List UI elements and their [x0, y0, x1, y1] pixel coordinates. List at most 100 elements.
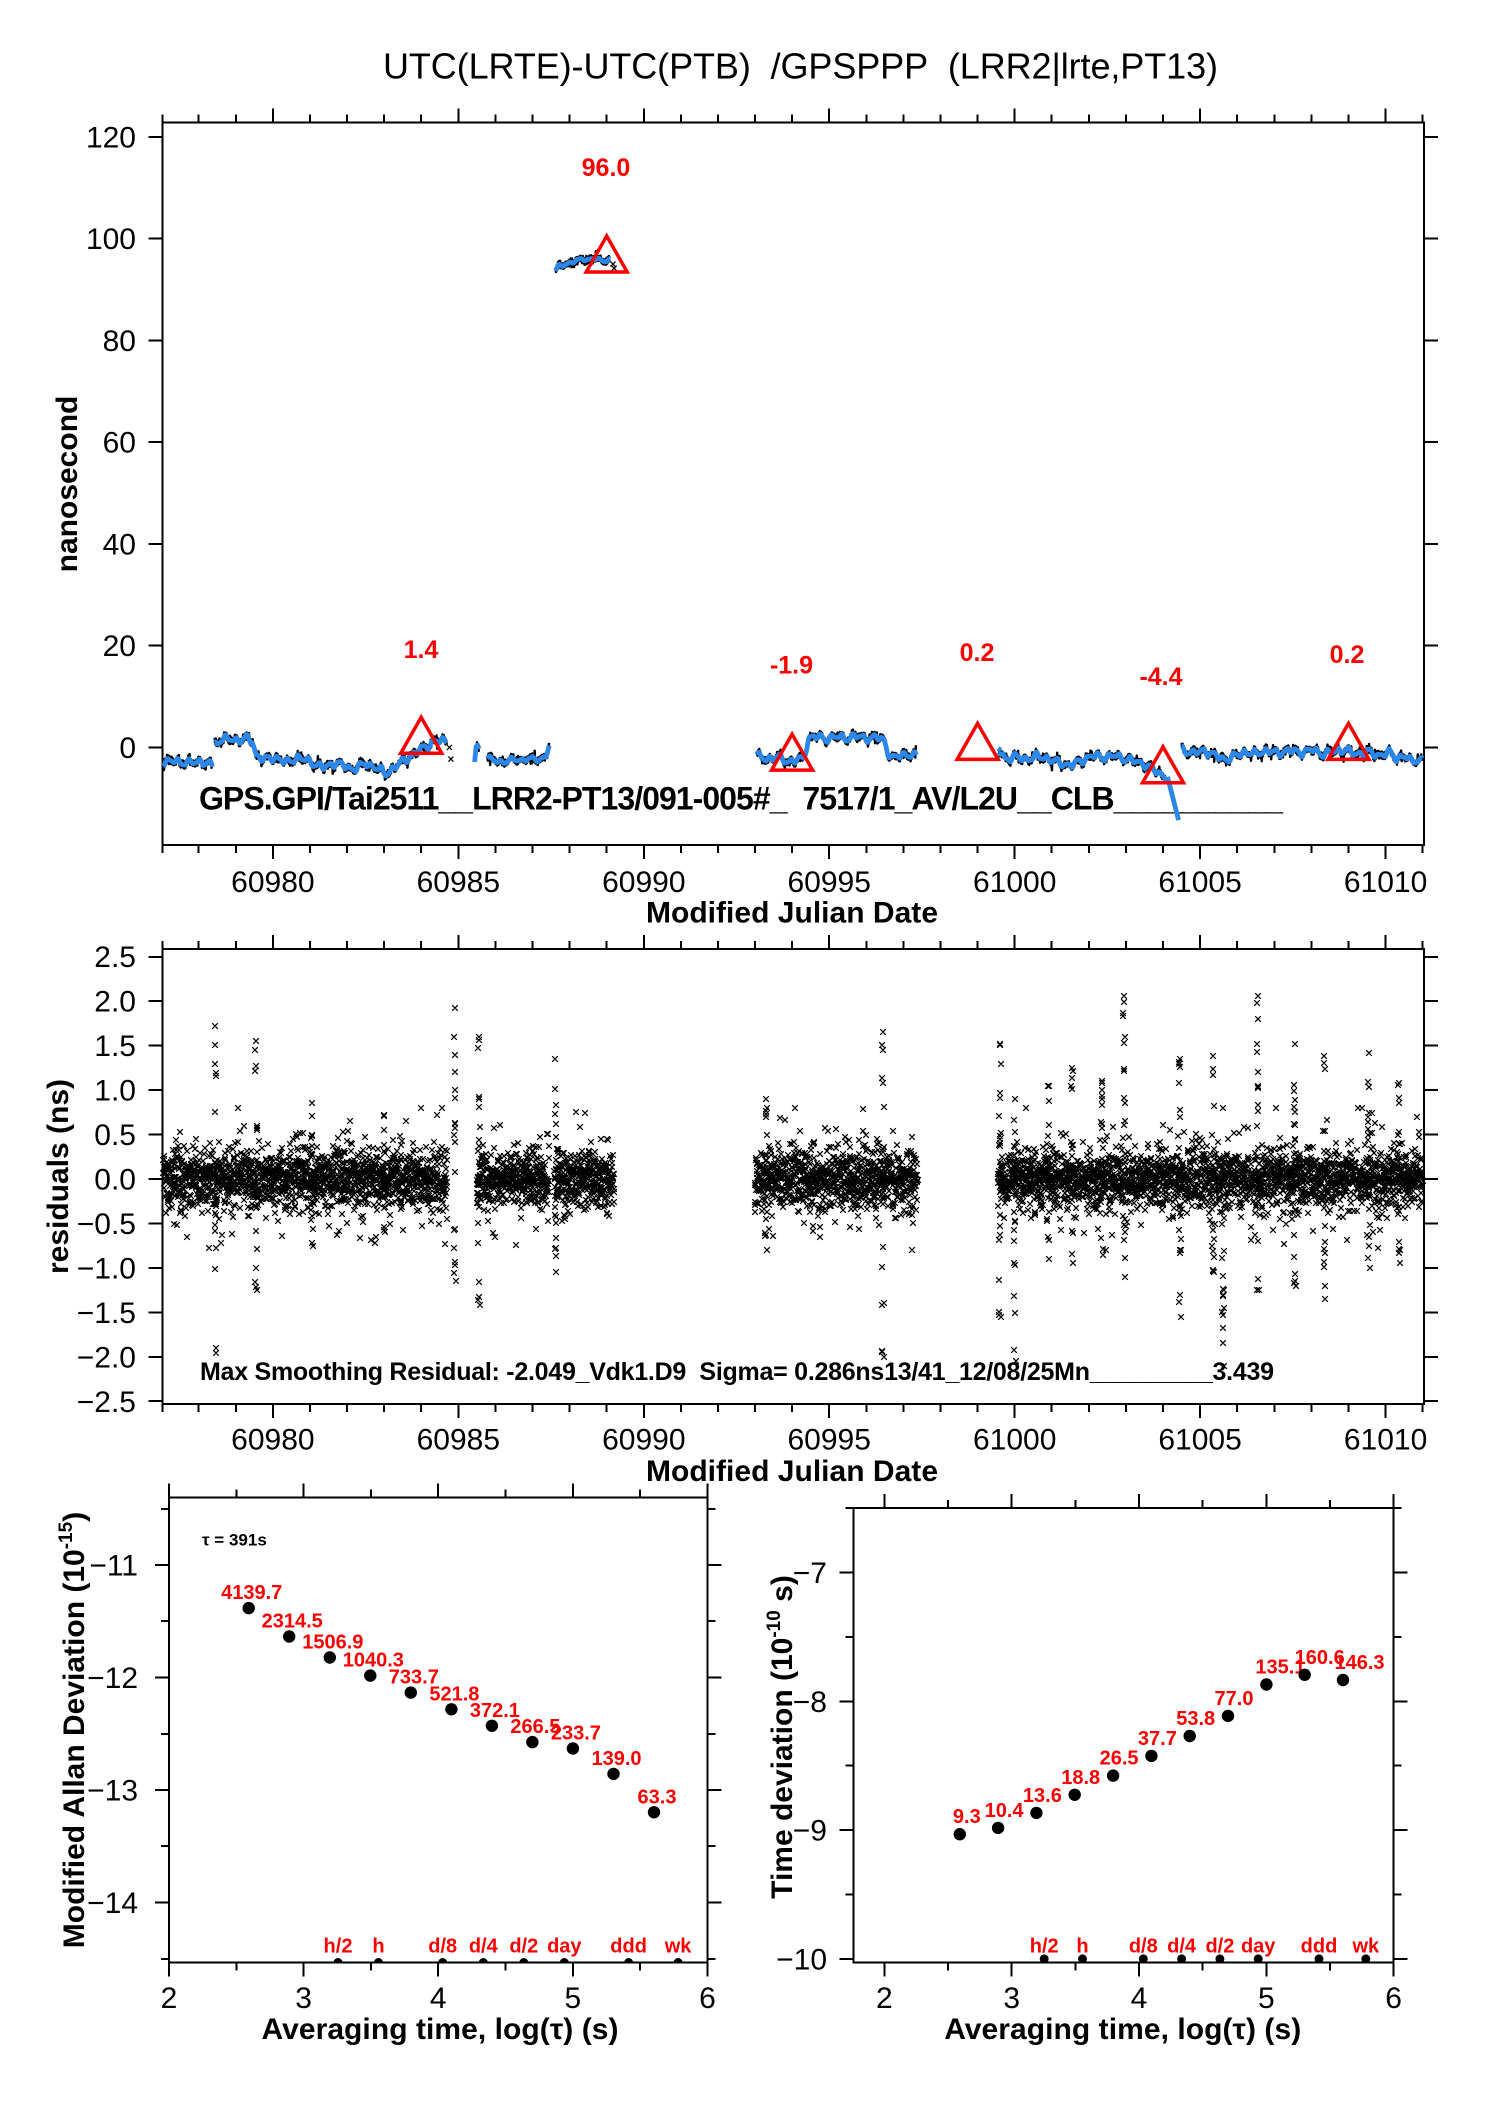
svg-text:40: 40 — [103, 528, 136, 561]
svg-text:ddd: ddd — [610, 1936, 647, 1958]
svg-text:61010: 61010 — [1344, 866, 1427, 899]
svg-text:0.2: 0.2 — [960, 639, 995, 667]
svg-text:h/2: h/2 — [324, 1936, 353, 1958]
svg-text:60995: 60995 — [787, 866, 870, 899]
svg-text:d/8: d/8 — [1129, 1936, 1158, 1958]
svg-text:−1.0: −1.0 — [77, 1252, 136, 1285]
svg-text:wk: wk — [664, 1936, 693, 1958]
svg-text:2: 2 — [161, 1982, 178, 2015]
svg-text:135.1: 135.1 — [1255, 1657, 1305, 1679]
svg-text:2: 2 — [876, 1982, 893, 2015]
svg-text:63.3: 63.3 — [638, 1786, 677, 1808]
svg-text:−9: −9 — [793, 1815, 827, 1848]
svg-text:h: h — [1076, 1936, 1088, 1958]
svg-text:wk: wk — [1351, 1936, 1380, 1958]
svg-text:372.1: 372.1 — [470, 1700, 520, 1722]
svg-text:61005: 61005 — [1158, 866, 1241, 899]
svg-text:18.8: 18.8 — [1061, 1767, 1100, 1789]
svg-text:733.7: 733.7 — [389, 1667, 439, 1689]
svg-text:60980: 60980 — [231, 1424, 314, 1457]
svg-text:−11: −11 — [89, 1550, 138, 1583]
svg-text:Averaging time, log(τ) (s): Averaging time, log(τ) (s) — [262, 2013, 619, 2046]
svg-text:Modified Allan Deviation (10-1: Modified Allan Deviation (10-15) — [56, 1512, 91, 1948]
svg-text:−2.5: −2.5 — [77, 1386, 136, 1419]
svg-text:61010: 61010 — [1344, 1424, 1427, 1457]
svg-text:60: 60 — [103, 427, 136, 460]
svg-text:60990: 60990 — [602, 1424, 685, 1457]
svg-text:UTC(LRTE)-UTC(PTB) /GPSPPP (: UTC(LRTE)-UTC(PTB) /GPSPPP (LRR2|lrte,PT… — [383, 46, 1218, 87]
svg-text:Modified Julian Date: Modified Julian Date — [646, 1455, 938, 1488]
svg-text:6: 6 — [699, 1982, 716, 2015]
svg-text:2314.5: 2314.5 — [262, 1611, 323, 1633]
svg-text:10.4: 10.4 — [985, 1800, 1025, 1822]
svg-text:61005: 61005 — [1158, 1424, 1241, 1457]
svg-text:160.6: 160.6 — [1295, 1647, 1345, 1669]
svg-text:2.0: 2.0 — [94, 986, 136, 1019]
svg-text:26.5: 26.5 — [1100, 1748, 1139, 1770]
svg-text:0.0: 0.0 — [94, 1164, 136, 1197]
svg-text:h/2: h/2 — [1030, 1936, 1059, 1958]
svg-text:residuals (ns): residuals (ns) — [42, 1079, 75, 1274]
svg-text:3: 3 — [295, 1982, 312, 2015]
svg-text:4: 4 — [1131, 1982, 1148, 2015]
svg-text:13.6: 13.6 — [1023, 1785, 1062, 1807]
svg-text:d/2: d/2 — [509, 1936, 538, 1958]
svg-text:τ = 391s: τ = 391s — [202, 1531, 267, 1550]
svg-text:d/4: d/4 — [1167, 1936, 1197, 1958]
svg-text:80: 80 — [103, 325, 136, 358]
svg-text:−2.0: −2.0 — [77, 1341, 136, 1374]
svg-text:1.5: 1.5 — [94, 1030, 136, 1063]
svg-text:4139.7: 4139.7 — [221, 1582, 282, 1604]
svg-text:146.3: 146.3 — [1334, 1652, 1384, 1674]
svg-text:1040.3: 1040.3 — [343, 1650, 404, 1672]
svg-text:−7: −7 — [793, 1557, 827, 1590]
svg-text:d/4: d/4 — [469, 1936, 499, 1958]
svg-text:0.2: 0.2 — [1330, 641, 1365, 669]
svg-text:6: 6 — [1385, 1982, 1402, 2015]
svg-text:Max Smoothing Residual: -2.049: Max Smoothing Residual: -2.049_Vdk1.D9 S… — [200, 1358, 1274, 1386]
svg-text:139.0: 139.0 — [591, 1748, 641, 1770]
svg-text:96.0: 96.0 — [582, 154, 631, 182]
svg-text:233.7: 233.7 — [551, 1723, 601, 1745]
svg-text:day: day — [547, 1936, 582, 1958]
svg-text:100: 100 — [86, 223, 136, 256]
svg-text:9.3: 9.3 — [953, 1806, 981, 1828]
svg-text:60985: 60985 — [417, 866, 500, 899]
svg-text:-1.9: -1.9 — [770, 652, 813, 680]
svg-text:Averaging time, log(τ) (s): Averaging time, log(τ) (s) — [944, 2013, 1301, 2046]
svg-text:1.0: 1.0 — [94, 1075, 136, 1108]
svg-text:3: 3 — [1003, 1982, 1020, 2015]
svg-text:−1.5: −1.5 — [77, 1297, 136, 1330]
svg-text:−10: −10 — [776, 1943, 827, 1976]
svg-text:-4.4: -4.4 — [1139, 663, 1182, 691]
svg-text:1506.9: 1506.9 — [302, 1632, 363, 1654]
svg-text:120: 120 — [86, 121, 136, 154]
svg-text:77.0: 77.0 — [1215, 1688, 1254, 1710]
svg-text:0: 0 — [119, 732, 136, 765]
svg-text:521.8: 521.8 — [429, 1683, 479, 1705]
svg-text:−14: −14 — [87, 1887, 138, 1920]
svg-text:1.4: 1.4 — [404, 636, 439, 664]
svg-text:h: h — [372, 1936, 384, 1958]
svg-text:5: 5 — [565, 1982, 582, 2015]
svg-text:5: 5 — [1258, 1982, 1275, 2015]
svg-text:−13: −13 — [87, 1775, 138, 1808]
svg-text:266.5: 266.5 — [510, 1716, 560, 1738]
svg-text:37.7: 37.7 — [1138, 1728, 1177, 1750]
svg-text:53.8: 53.8 — [1176, 1708, 1215, 1730]
svg-text:61000: 61000 — [973, 1424, 1056, 1457]
svg-text:60995: 60995 — [787, 1424, 870, 1457]
svg-text:20: 20 — [103, 630, 136, 663]
svg-text:4: 4 — [430, 1982, 447, 2015]
svg-text:d/2: d/2 — [1205, 1936, 1234, 1958]
svg-text:day: day — [1241, 1936, 1276, 1958]
svg-text:GPS.GPI/Tai2511__LRR2-PT13/091: GPS.GPI/Tai2511__LRR2-PT13/091-005#_ 751… — [199, 781, 1284, 817]
svg-text:nanosecond: nanosecond — [51, 396, 84, 573]
svg-text:−0.5: −0.5 — [77, 1208, 136, 1241]
svg-text:60980: 60980 — [231, 866, 314, 899]
svg-text:Modified Julian Date: Modified Julian Date — [646, 897, 938, 930]
svg-text:0.5: 0.5 — [94, 1119, 136, 1152]
svg-text:ddd: ddd — [1301, 1936, 1338, 1958]
svg-text:61000: 61000 — [973, 866, 1056, 899]
svg-text:2.5: 2.5 — [94, 941, 136, 974]
